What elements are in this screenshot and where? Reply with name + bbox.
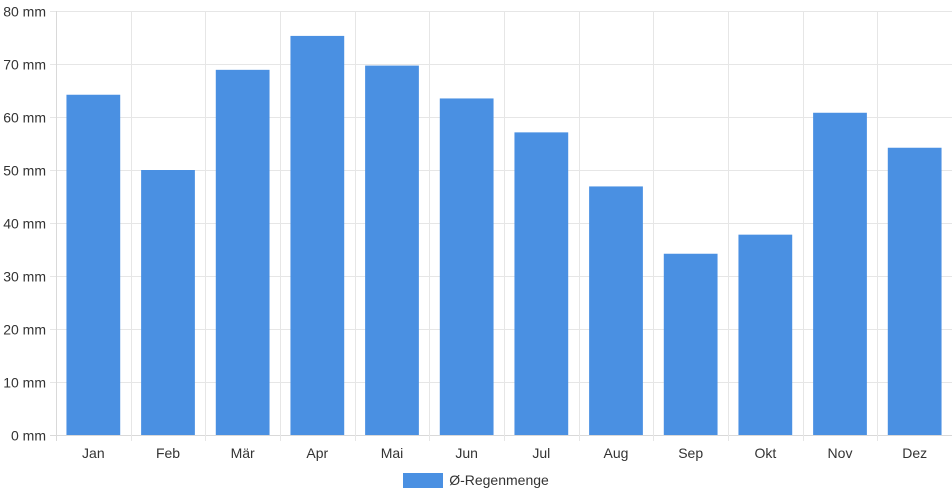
- chart-canvas: 0 mm 10 mm 20 mm 30 mm 40 mm 50 mm 60 mm 70 mm 8…: [3, 4, 952, 461]
- y-tick-label: 30 mm: [3, 269, 46, 285]
- x-tick-label: Nov: [828, 445, 853, 461]
- bar-sep[interactable]: [663, 253, 718, 435]
- y-tick-label: 70 mm: [3, 57, 46, 73]
- x-tick-label: Jan: [82, 445, 105, 461]
- bar-feb[interactable]: [141, 170, 195, 435]
- legend-label: Ø-Regenmenge: [449, 472, 549, 488]
- x-tick-label: Okt: [754, 445, 776, 461]
- x-tick-label: Mär: [231, 445, 255, 461]
- y-tick-label: 60 mm: [3, 110, 46, 126]
- bar-jul[interactable]: [514, 132, 569, 435]
- x-tick-label: Mai: [381, 445, 404, 461]
- bar-mai[interactable]: [365, 65, 419, 435]
- x-tick-label: Aug: [604, 445, 629, 461]
- x-tick-label: Feb: [156, 445, 180, 461]
- y-tick-label: 0 mm: [11, 428, 46, 444]
- legend-swatch: [403, 472, 444, 488]
- y-tick-label: 10 mm: [3, 375, 46, 391]
- bar-mär[interactable]: [215, 69, 270, 435]
- bar-apr[interactable]: [290, 35, 345, 435]
- y-tick-label: 50 mm: [3, 163, 46, 179]
- bar-okt[interactable]: [738, 234, 793, 435]
- x-tick-label: Dez: [902, 445, 927, 461]
- y-tick-label: 40 mm: [3, 216, 46, 232]
- bar-jan[interactable]: [66, 94, 121, 436]
- x-tick-label: Jun: [455, 445, 478, 461]
- y-tick-label: 80 mm: [3, 4, 46, 20]
- x-tick-label: Sep: [678, 445, 703, 461]
- bar-dez[interactable]: [887, 147, 942, 436]
- bar-jun[interactable]: [439, 98, 494, 435]
- legend[interactable]: Ø-Regenmenge: [0, 472, 952, 488]
- x-tick-label: Jul: [532, 445, 550, 461]
- x-tick-label: Apr: [306, 445, 328, 461]
- bar-aug[interactable]: [589, 186, 643, 435]
- y-tick-label: 20 mm: [3, 322, 46, 338]
- bar-nov[interactable]: [813, 112, 867, 435]
